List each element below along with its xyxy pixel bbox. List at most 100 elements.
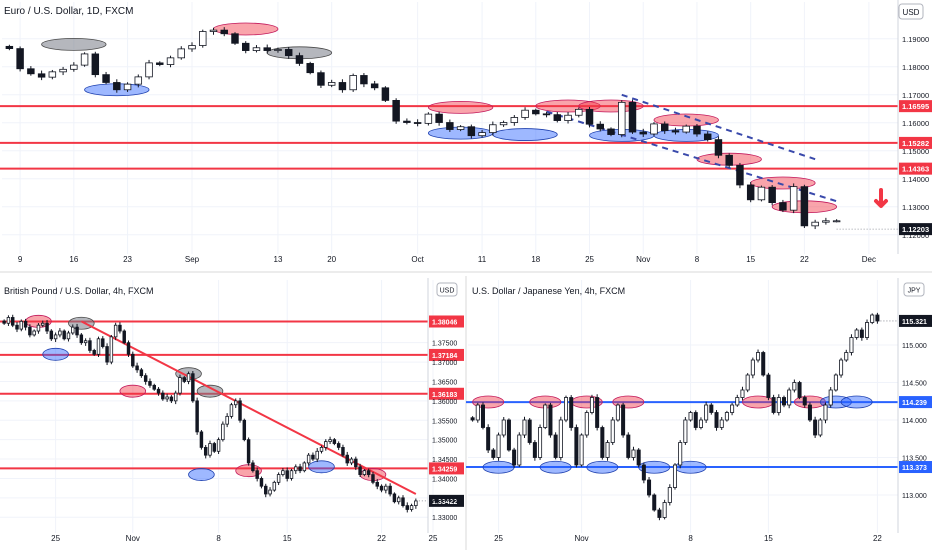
eurusd-candle-down bbox=[736, 164, 744, 186]
usdjpy-candle-down bbox=[595, 397, 600, 428]
gbpusd-candle-up bbox=[324, 441, 328, 448]
usdjpy-candle-up bbox=[538, 427, 543, 458]
eurusd-candle-down bbox=[661, 123, 669, 132]
gbpusd-currency-label: USD bbox=[440, 288, 455, 295]
gbpusd-candle-up bbox=[384, 485, 388, 491]
usdjpy-candle-down bbox=[600, 427, 605, 458]
eurusd-candle-up bbox=[499, 122, 508, 126]
eurusd-time-tick-label: 15 bbox=[746, 255, 755, 264]
gbpusd-candle-down bbox=[23, 320, 28, 328]
gbpusd-candle-up bbox=[221, 423, 225, 441]
eurusd-time-tick-label: 20 bbox=[327, 255, 336, 264]
gbpusd-highlight-ellipse bbox=[119, 384, 147, 398]
gbpusd-candle-down bbox=[341, 447, 345, 456]
eurusd-level-badge bbox=[899, 162, 932, 175]
gbpusd-candle-down bbox=[135, 365, 139, 371]
eurusd-level-label: 1.14363 bbox=[902, 165, 929, 174]
usdjpy-candle-up bbox=[756, 352, 761, 361]
usdjpy-candle-up bbox=[818, 419, 823, 436]
eurusd-currency-badge[interactable]: USD bbox=[898, 3, 924, 20]
usdjpy-time-tick-label: 25 bbox=[494, 534, 503, 543]
eurusd-candle-down bbox=[392, 100, 400, 122]
eurusd-price-tick-label: 1.12000 bbox=[902, 231, 929, 240]
gbpusd-candle-down bbox=[354, 458, 358, 468]
eurusd-price-axis: 1.19000 1.18000 1.17000 1.16000 1.15000 1.140… bbox=[897, 0, 929, 254]
gbpusd-candle-down bbox=[10, 317, 15, 326]
usdjpy-candle-up bbox=[683, 419, 688, 443]
usdjpy-candle-down bbox=[766, 374, 771, 398]
eurusd-candle-down bbox=[553, 114, 562, 121]
usdjpy-price-tick-label: 115.000 bbox=[902, 343, 927, 350]
gbpusd-time-tick-label: 15 bbox=[283, 534, 292, 543]
eurusd-candle-down bbox=[532, 109, 540, 115]
gbpusd-candle-down bbox=[195, 400, 199, 433]
usdjpy-candle-down bbox=[574, 427, 579, 466]
eurusd-price-tick-label: 1.14000 bbox=[902, 175, 929, 184]
gbpusd-candle-up bbox=[173, 392, 178, 402]
eurusd-candle-down bbox=[284, 49, 293, 56]
usdjpy-candle-down bbox=[714, 412, 719, 428]
usdjpy-candle-down bbox=[761, 352, 766, 376]
gbpusd-price-tick-label: 1.37000 bbox=[432, 360, 457, 367]
eurusd-currency-label: USD bbox=[903, 8, 920, 17]
usdjpy-currency-badge[interactable]: JPY bbox=[903, 282, 925, 297]
usdjpy-candle-down bbox=[641, 464, 646, 481]
gbpusd-currency-badge[interactable]: USD bbox=[436, 282, 458, 297]
eurusd-candle-down bbox=[671, 130, 680, 133]
usdjpy-last-price-badge bbox=[899, 314, 932, 327]
eurusd-candle-up bbox=[252, 47, 261, 51]
gbpusd-candle-down bbox=[88, 340, 92, 351]
gbpusd-time-tick-label: 22 bbox=[377, 534, 386, 543]
eurusd-candle-up bbox=[123, 83, 132, 91]
gbpusd-highlight-ellipse bbox=[308, 460, 335, 474]
usdjpy-highlight-ellipse bbox=[482, 460, 515, 474]
usdjpy-level-label: 114.239 bbox=[902, 400, 927, 407]
gbpusd-candle-up bbox=[113, 324, 118, 338]
eurusd-candle-down bbox=[156, 62, 164, 65]
gbpusd-time-tick-label: 8 bbox=[216, 534, 221, 543]
gbpusd-candle-up bbox=[349, 458, 354, 464]
usdjpy-candle-down bbox=[652, 494, 657, 511]
usdjpy-candle-up bbox=[870, 314, 875, 323]
eurusd-candles bbox=[5, 27, 841, 230]
eurusd-candle-down bbox=[27, 68, 35, 75]
eurusd-candle-up bbox=[166, 57, 175, 65]
usdjpy-candle-up bbox=[584, 412, 589, 436]
eurusd-level-label: 1.16595 bbox=[902, 102, 929, 111]
usdjpy-candle-up bbox=[823, 404, 828, 421]
gbpusd-candle-down bbox=[298, 466, 302, 472]
eurusd-time-tick-label: 23 bbox=[123, 255, 132, 264]
eurusd-candle-down bbox=[607, 128, 615, 135]
gbpusd-candle-up bbox=[289, 470, 294, 479]
eurusd-candle-down bbox=[360, 75, 368, 85]
eurusd-time-tick-label: 16 bbox=[69, 255, 78, 264]
usdjpy-candle-up bbox=[543, 404, 548, 428]
eurusd-candle-up bbox=[327, 82, 336, 86]
gbpusd-candle-up bbox=[178, 377, 182, 394]
gbpusd-highlight-ellipse bbox=[68, 316, 95, 330]
usdjpy-candle-up bbox=[517, 434, 522, 466]
gbpusd-candle-down bbox=[143, 375, 148, 382]
gbpusd-candle-down bbox=[79, 334, 84, 344]
eurusd-candle-down bbox=[338, 82, 347, 91]
gbpusd-candle-down bbox=[152, 384, 156, 390]
gbpusd-price-tick-label: 1.36500 bbox=[432, 379, 457, 386]
eurusd-candle-down bbox=[113, 82, 121, 91]
usdjpy-candle-up bbox=[662, 502, 667, 518]
eurusd-candle-down bbox=[596, 123, 604, 130]
usdjpy-candle-up bbox=[849, 337, 854, 353]
usdjpy-candle-up bbox=[522, 419, 527, 436]
eurusd-time-tick-label: 11 bbox=[478, 255, 487, 264]
gbpusd-level-badge bbox=[429, 315, 464, 328]
eurusd-time-tick-label: 18 bbox=[531, 255, 540, 264]
gbpusd-candle-down bbox=[264, 485, 268, 495]
eurusd-time-tick-label: 9 bbox=[18, 255, 23, 264]
gbpusd-candle-down bbox=[366, 470, 371, 475]
usdjpy-candle-up bbox=[558, 419, 563, 458]
eurusd-candle-up bbox=[424, 113, 433, 124]
usdjpy-price-tick-label: 113.500 bbox=[902, 456, 927, 463]
usdjpy-candle-up bbox=[724, 412, 729, 421]
eurusd-candle-up bbox=[188, 45, 196, 50]
